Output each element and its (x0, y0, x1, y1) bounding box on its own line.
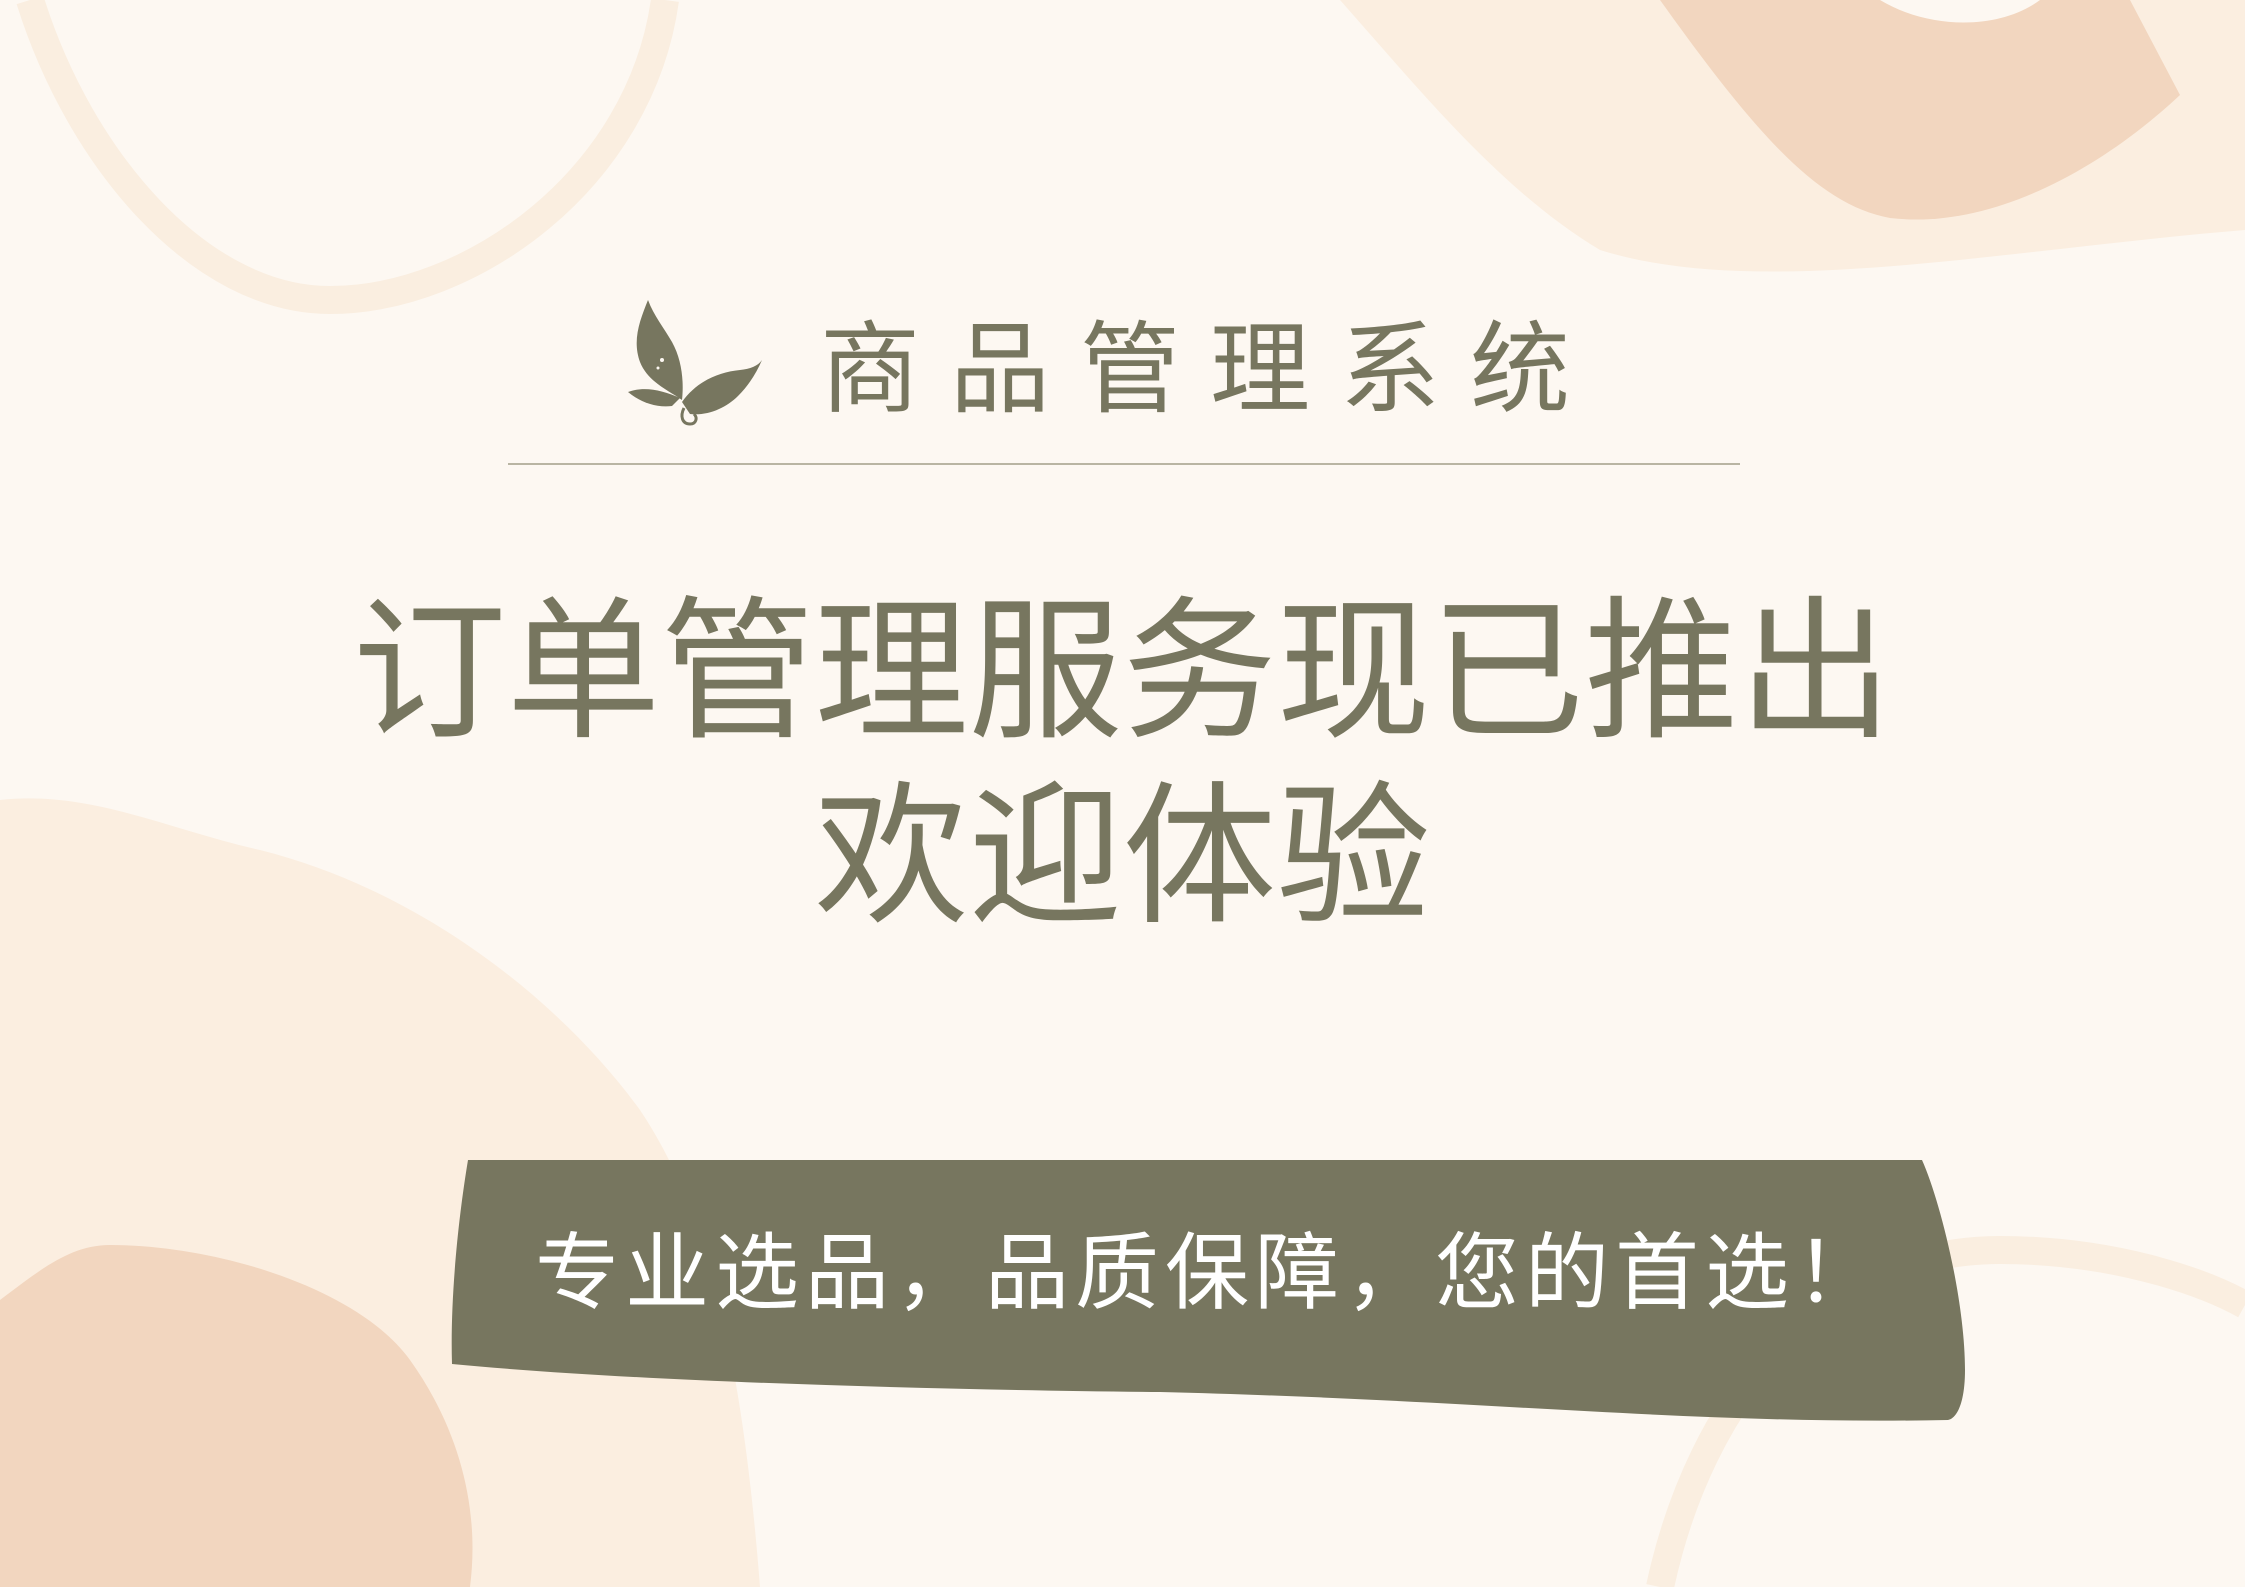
slogan-banner: 专业选品，品质保障，您的首选！ (440, 1160, 1980, 1430)
headline-line-2: 欢迎体验 (814, 768, 1431, 947)
butterfly-icon (628, 300, 762, 426)
headline: 订单管理服务现已推出 欢迎体验 (0, 580, 2245, 950)
banner-slogan: 专业选品，品质保障，您的首选！ (534, 1223, 1885, 1322)
header-divider (508, 463, 1740, 465)
headline-line-1: 订单管理服务现已推出 (352, 583, 1893, 762)
brand-header: 商品管理系统 (610, 295, 1600, 445)
banner-shape (451, 1160, 1966, 1421)
brand-title: 商品管理系统 (820, 311, 1600, 428)
